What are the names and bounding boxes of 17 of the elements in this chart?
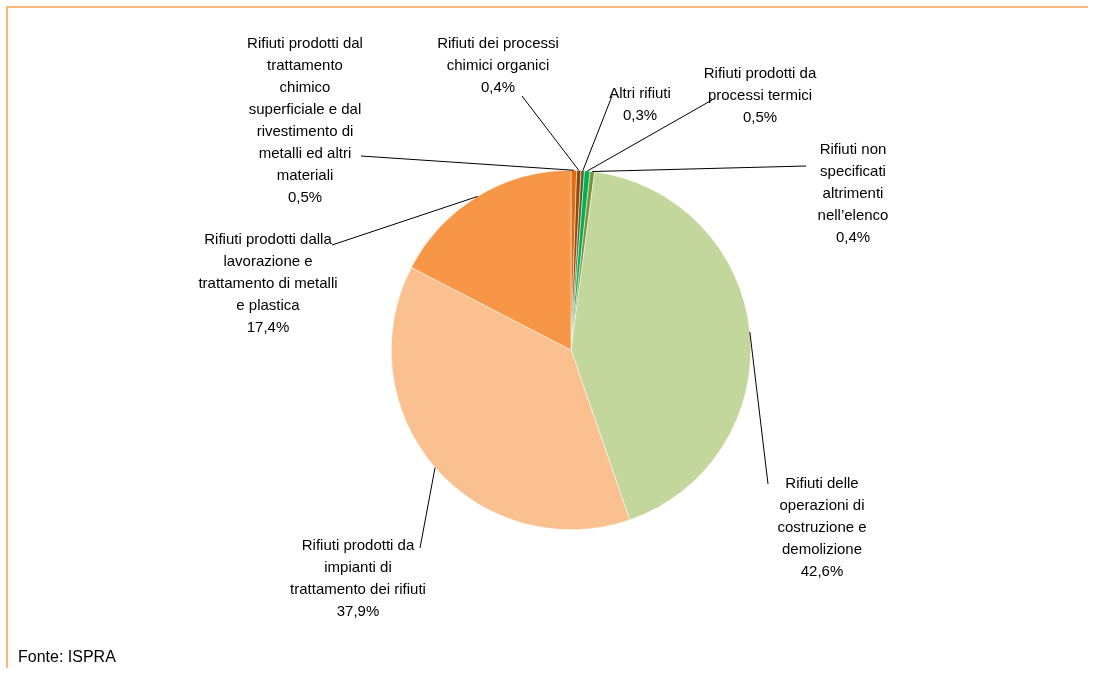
data-label: 0,4% [835, 227, 871, 245]
data-label: 0,3% [622, 105, 658, 123]
slice-label: Rifiuti dei processi chimici organici [437, 33, 559, 73]
data-label: 0,5% [742, 107, 778, 125]
data-label: 42,6% [800, 561, 844, 579]
slice-label: Rifiuti prodotti da impianti di trattamento dei rifiuti [290, 535, 426, 597]
data-label: 0,5% [287, 187, 323, 205]
data-label: 0,4% [480, 77, 516, 95]
slice-label: Rifiuti delle operazioni di costruzione e demolizione [777, 473, 867, 557]
slice-label: Rifiuti prodotti da processi termici [703, 63, 817, 103]
slice-label: Rifiuti non specificati altrimenti nell’elenco [817, 139, 889, 223]
data-label: 17,4% [246, 317, 290, 335]
slice-label: Rifiuti prodotti dalla lavorazione e trattamento di metalli e plastica [198, 229, 338, 313]
slice-label: Altri rifiuti [609, 83, 671, 101]
slice-label: Rifiuti prodotti dal trattamento chimico superficiale e dal rivestimento di metalli ed altri materiali [247, 33, 363, 183]
data-label: 37,9% [336, 601, 380, 619]
source-note: Fonte: ISPRA [18, 648, 116, 666]
